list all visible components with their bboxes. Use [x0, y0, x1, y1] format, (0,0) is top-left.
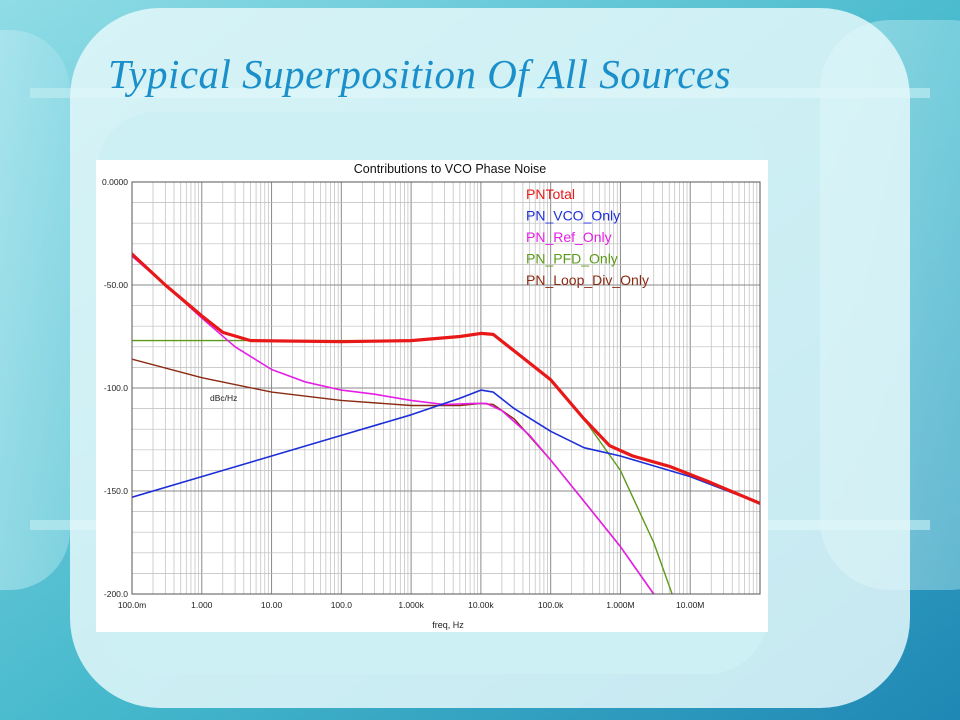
phase-noise-chart: Contributions to VCO Phase Noise 100.0m 1… [96, 160, 768, 632]
legend-entry-pn-ref-only: PN_Ref_Only [526, 229, 612, 245]
x-tick-label: 10.00k [468, 600, 494, 610]
x-tick-label: 1.000k [398, 600, 424, 610]
x-tick-label: 100.0k [538, 600, 564, 610]
y-tick-label: -50.00 [104, 280, 128, 290]
slide-title: Typical Superposition Of All Sources [108, 51, 732, 97]
chart-grid [131, 181, 760, 595]
chart-title: Contributions to VCO Phase Noise [354, 162, 547, 176]
legend-entry-pn-loop-div-only: PN_Loop_Div_Only [526, 272, 649, 288]
y-tick-label: 0.0000 [102, 177, 128, 187]
legend-entry-pn-vco-only: PN_VCO_Only [526, 208, 620, 224]
chart-series [132, 252, 760, 594]
plot-frame [131, 181, 761, 595]
series-line-pn-vco-only [132, 389, 760, 505]
y-tick-label: -100.0 [104, 383, 128, 393]
x-axis-label: freq, Hz [432, 620, 464, 630]
chart-axes: 100.0m 1.000 10.00 100.0 1.000k 10.00k 100.0k 1… [102, 177, 761, 610]
legend-entry-pntotal: PNTotal [526, 186, 575, 202]
chart-legend: PNTotal PN_VCO_Only PN_Ref_Only PN_PFD_Only… [526, 186, 649, 288]
x-tick-label: 10.00 [261, 600, 283, 610]
y-axis-label: dBc/Hz [210, 393, 237, 403]
series-line-pntotal [132, 252, 760, 505]
y-tick-label: -200.0 [104, 589, 128, 599]
x-tick-label: 100.0 [331, 600, 353, 610]
series-line-pn-ref-only [132, 255, 655, 594]
x-tick-label: 1.000M [606, 600, 634, 610]
y-tick-label: -150.0 [104, 486, 128, 496]
legend-entry-pn-pfd-only: PN_PFD_Only [526, 251, 618, 267]
x-tick-label: 1.000 [191, 600, 213, 610]
x-tick-label: 100.0m [118, 600, 146, 610]
x-tick-label: 10.00M [676, 600, 704, 610]
